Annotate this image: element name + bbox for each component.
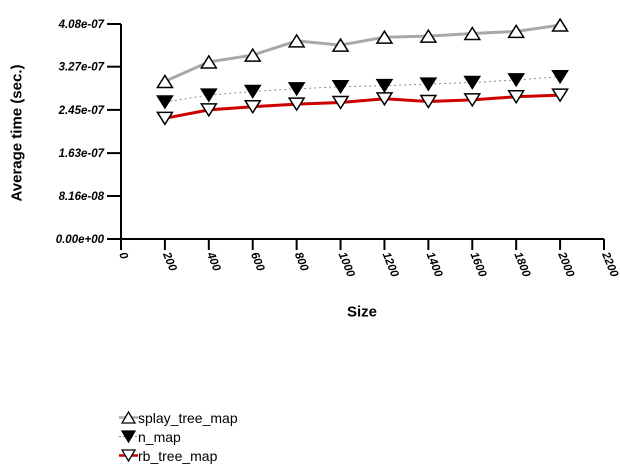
marker-triangle-down-open (156, 111, 174, 126)
legend-label-n_map: n_map (138, 428, 181, 445)
marker-triangle-up-open (287, 33, 306, 48)
triangle-up-open-icon (119, 410, 138, 424)
y-tick-label: 4.08e-07 (58, 19, 105, 31)
marker-triangle-down-filled (199, 88, 218, 103)
marker-triangle-down-filled (243, 84, 262, 99)
x-tick-label: 1400 (424, 251, 445, 280)
marker-triangle-down-filled (463, 75, 482, 90)
marker-triangle-up-open (331, 37, 350, 52)
marker-triangle-down-open (199, 103, 218, 118)
x-axis-title: Size (346, 303, 378, 321)
marker-triangle-up-open (551, 17, 569, 32)
legend-item-rb_tree_map: rb_tree_map (119, 446, 238, 465)
y-tick-label: 2.45e-07 (58, 105, 105, 117)
marker-triangle-down-filled (287, 82, 306, 97)
marker-triangle-down-open (507, 89, 526, 105)
marker-triangle-down-filled (419, 77, 438, 92)
legend-item-splay_tree_map: splay_tree_map (119, 408, 238, 427)
y-tick-label: 8.16e-08 (59, 191, 105, 203)
series-line-splay_tree_map (164, 23, 561, 83)
axis-lines (120, 24, 604, 240)
marker-triangle-down-open (375, 92, 394, 107)
triangle-down-open-icon (119, 449, 138, 463)
marker-triangle-down-filled (551, 69, 569, 85)
marker-triangle-down-filled (375, 78, 394, 94)
marker-triangle-down-open (120, 449, 137, 463)
series-line-rb_tree_map (164, 93, 561, 120)
x-tick-label: 200 (160, 250, 179, 274)
legend-label-splay_tree_map: splay_tree_map (138, 409, 238, 426)
marker-triangle-down-open (463, 93, 482, 108)
marker-triangle-up-open (120, 410, 137, 424)
x-tick-label: 0 (116, 251, 130, 262)
marker-triangle-down-open (287, 97, 306, 112)
marker-triangle-up-open (156, 74, 174, 89)
legend-item-n_map: n_map (119, 427, 238, 446)
marker-triangle-down-filled (156, 95, 174, 110)
marker-triangle-down-open (419, 94, 438, 109)
x-tick-label: 1600 (467, 251, 488, 280)
legend-label-rb_tree_map: rb_tree_map (138, 447, 218, 464)
x-tick-label: 600 (248, 251, 267, 274)
chart-container: Average time (sec.) 0.00e+00 8.16e-08 1.63… (8, 17, 620, 464)
marker-triangle-up-open (243, 47, 262, 62)
marker-triangle-down-filled (120, 430, 137, 444)
x-tick-label: 2000 (555, 250, 576, 280)
y-axis-title: Average time (sec.) (8, 64, 26, 202)
marker-triangle-down-open (551, 88, 569, 103)
marker-triangle-down-open (331, 95, 350, 110)
x-tick-label: 1000 (336, 251, 357, 280)
marker-triangle-down-open (243, 99, 262, 115)
y-tick-label: 1.63e-07 (59, 148, 105, 160)
chart-plot-area: 0.00e+00 8.16e-08 1.63e-07 2.45e-07 3.27e-07… (56, 17, 620, 280)
x-tick-label: 1800 (511, 251, 532, 280)
marker-triangle-up-open (507, 23, 526, 39)
x-tick-label: 400 (204, 250, 223, 274)
marker-triangle-up-open (199, 54, 218, 69)
marker-triangle-up-open (463, 26, 482, 41)
x-tick-label: 1200 (380, 251, 401, 280)
marker-triangle-down-filled (507, 73, 526, 88)
series-line-n_map (164, 76, 561, 103)
triangle-down-filled-icon (119, 430, 138, 444)
legend: splay_tree_map n_map rb_tree_map (119, 408, 238, 465)
marker-triangle-down-filled (331, 79, 350, 95)
marker-triangle-up-open (375, 29, 394, 44)
x-tick-label: 800 (292, 251, 311, 274)
y-tick-label: 3.27e-07 (59, 62, 105, 74)
x-tick-label: 2200 (599, 250, 620, 280)
y-tick-label: 0.00e+00 (56, 234, 105, 246)
marker-triangle-up-open (419, 28, 438, 43)
